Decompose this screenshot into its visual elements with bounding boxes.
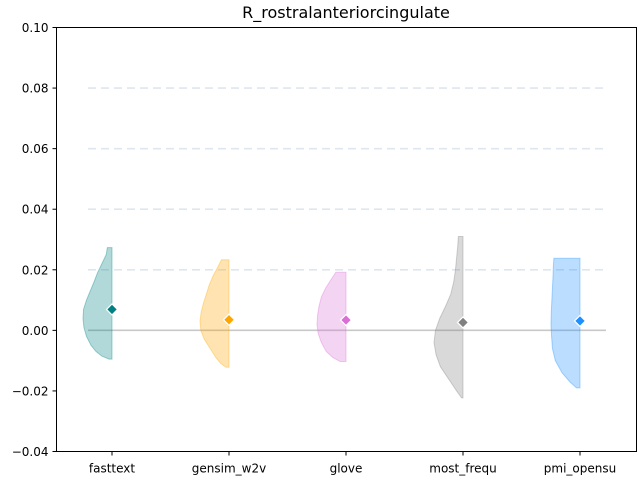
violin-most_frequ	[433, 235, 464, 399]
x-tick-label: fasttext	[89, 462, 136, 476]
y-tick-label: 0.00	[22, 324, 49, 338]
y-tick-label: 0.08	[22, 82, 49, 96]
y-tick-label: −0.04	[12, 445, 49, 459]
x-tick-label: glove	[330, 462, 363, 476]
y-tick-label: −0.02	[12, 384, 49, 398]
mean-marker-fasttext	[105, 303, 119, 316]
x-tick-label: most_frequ	[429, 462, 497, 476]
violin-fasttext	[82, 247, 113, 360]
y-tick-label: 0.06	[22, 142, 49, 156]
chart-title: R_rostralanteriorcingulate	[242, 3, 450, 23]
plot-area-frame	[56, 27, 637, 452]
violins	[82, 235, 581, 399]
mean-marker-gensim_w2v	[222, 313, 236, 327]
x-tick-label: gensim_w2v	[192, 462, 266, 476]
y-tick-label: 0.04	[22, 203, 49, 217]
violin-gensim_w2v	[199, 259, 230, 368]
mean-marker-most_frequ	[456, 316, 470, 329]
x-axis: fasttext gensim_w2v glove most_frequ pmi_ope…	[89, 451, 616, 476]
violin-glove	[316, 271, 347, 363]
x-tick-label: pmi_opensu	[544, 462, 616, 476]
mean-markers	[105, 303, 587, 329]
mean-marker-glove	[339, 313, 353, 327]
mean-marker-pmi_opensu	[573, 314, 587, 328]
y-tick-label: 0.02	[22, 263, 49, 277]
gridlines	[88, 87, 606, 271]
y-axis: −0.04 −0.02 0.00 0.02 0.04 0.06 0.08 0.10	[12, 21, 57, 459]
y-tick-label: 0.10	[22, 21, 49, 35]
violin-pmi_opensu	[550, 257, 581, 389]
